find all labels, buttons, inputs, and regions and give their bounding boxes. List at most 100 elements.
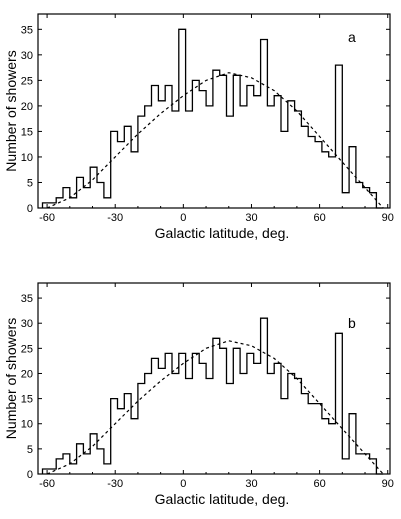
y-tick-label: 25 — [21, 75, 33, 87]
x-tick-label: 90 — [382, 478, 394, 490]
histogram-bin — [342, 459, 349, 474]
histogram-bin — [267, 106, 274, 208]
histogram-bin — [301, 126, 308, 208]
histogram-bin — [261, 318, 268, 474]
y-tick-label: 30 — [21, 318, 33, 330]
histogram-bin — [186, 379, 193, 475]
histogram-bin — [274, 363, 281, 474]
histogram-bin — [308, 404, 315, 474]
histogram-bin — [329, 424, 336, 474]
histogram-series — [41, 28, 384, 209]
histogram-bin — [363, 188, 370, 208]
y-tick-label: 10 — [21, 419, 33, 431]
histogram-bin — [179, 29, 186, 208]
histogram-bin — [349, 147, 356, 208]
x-tick-label: 30 — [245, 212, 257, 224]
histogram-bin — [104, 198, 111, 208]
histogram-bin — [131, 419, 138, 474]
histogram-bin — [206, 106, 213, 208]
histogram-bin — [172, 111, 179, 208]
y-tick-label: 0 — [27, 203, 33, 215]
histogram-bin — [124, 394, 131, 474]
histogram-bin — [206, 379, 213, 475]
chart-panel-a: -60 -30 0 30 60 90 0 5 10 15 20 25 30 35 a Galactic lat… — [3, 13, 394, 241]
histogram-bin — [117, 409, 124, 474]
y-tick-label: 0 — [27, 469, 33, 481]
histogram-bin — [83, 188, 90, 208]
histogram-bin — [192, 80, 199, 208]
histogram-bin — [138, 116, 145, 208]
histogram-bin — [356, 454, 363, 474]
y-tick-label: 25 — [21, 343, 33, 355]
histogram-bin — [172, 373, 179, 474]
x-tick-label: 90 — [382, 212, 394, 224]
y-tick-label: 35 — [21, 24, 33, 36]
panel-label: b — [348, 315, 356, 331]
histogram-bin — [233, 348, 240, 474]
histogram-bin — [131, 152, 138, 208]
chart-panel-b: -60 -30 0 30 60 90 0 5 10 15 20 25 30 35 b Galactic lat… — [3, 282, 394, 507]
histogram-bin — [356, 182, 363, 208]
histogram-bin — [63, 188, 70, 208]
histogram-bin — [281, 399, 288, 474]
x-tick-label: 30 — [245, 478, 257, 490]
histogram-bin — [186, 111, 193, 208]
x-tick-label: -30 — [107, 212, 123, 224]
histogram-bin — [111, 131, 118, 208]
histogram-bin — [158, 101, 165, 208]
y-tick-label: 5 — [27, 444, 33, 456]
histogram-bin — [83, 454, 90, 474]
histogram-bin — [199, 363, 206, 474]
histogram-series — [41, 317, 384, 475]
histogram-bin — [77, 177, 84, 208]
histogram-bin — [288, 373, 295, 474]
histogram-bin — [322, 419, 329, 474]
histogram-bin — [247, 85, 254, 208]
histogram-bin — [274, 96, 281, 208]
histogram-bin — [152, 358, 159, 474]
histogram-bin — [267, 373, 274, 474]
histogram-bin — [192, 353, 199, 474]
y-tick-label: 10 — [21, 152, 33, 164]
histogram-bin — [117, 142, 124, 208]
histogram-bin — [349, 414, 356, 474]
histogram-bin — [97, 182, 104, 208]
histogram-bin — [301, 394, 308, 474]
plot-frame — [37, 282, 391, 475]
plot-frame — [37, 13, 391, 209]
histogram-bin — [254, 363, 261, 474]
histogram-bin — [288, 101, 295, 208]
histogram-bin — [315, 404, 322, 474]
histogram-bin — [295, 111, 302, 208]
x-tick-label: -60 — [39, 478, 55, 490]
fit-curve — [46, 72, 384, 209]
histogram-bin — [226, 116, 233, 208]
histogram-bin — [322, 152, 329, 208]
y-tick-label: 15 — [21, 126, 33, 138]
histogram-bin — [165, 353, 172, 474]
histogram-bin — [226, 384, 233, 474]
histogram-bin — [281, 131, 288, 208]
histogram-bin — [145, 106, 152, 208]
histogram-bin — [63, 454, 70, 474]
y-axis-label: Number of showers — [3, 50, 19, 171]
histogram-bin — [152, 85, 159, 208]
panel-label: a — [348, 29, 356, 45]
y-tick-label: 30 — [21, 50, 33, 62]
histogram-bin — [145, 373, 152, 474]
y-tick-label: 15 — [21, 394, 33, 406]
histogram-bin — [342, 193, 349, 208]
histogram-bin — [213, 70, 220, 208]
histogram-bin — [77, 444, 84, 474]
histogram-bin — [70, 464, 77, 474]
histogram-bin — [261, 40, 268, 208]
histogram-bin — [104, 464, 111, 474]
histogram-bin — [138, 384, 145, 474]
y-tick-label: 5 — [27, 177, 33, 189]
histogram-bin — [247, 353, 254, 474]
histogram-bin — [315, 142, 322, 208]
histogram-bin — [90, 167, 97, 208]
histogram-bin — [165, 85, 172, 208]
y-tick-label: 35 — [21, 293, 33, 305]
